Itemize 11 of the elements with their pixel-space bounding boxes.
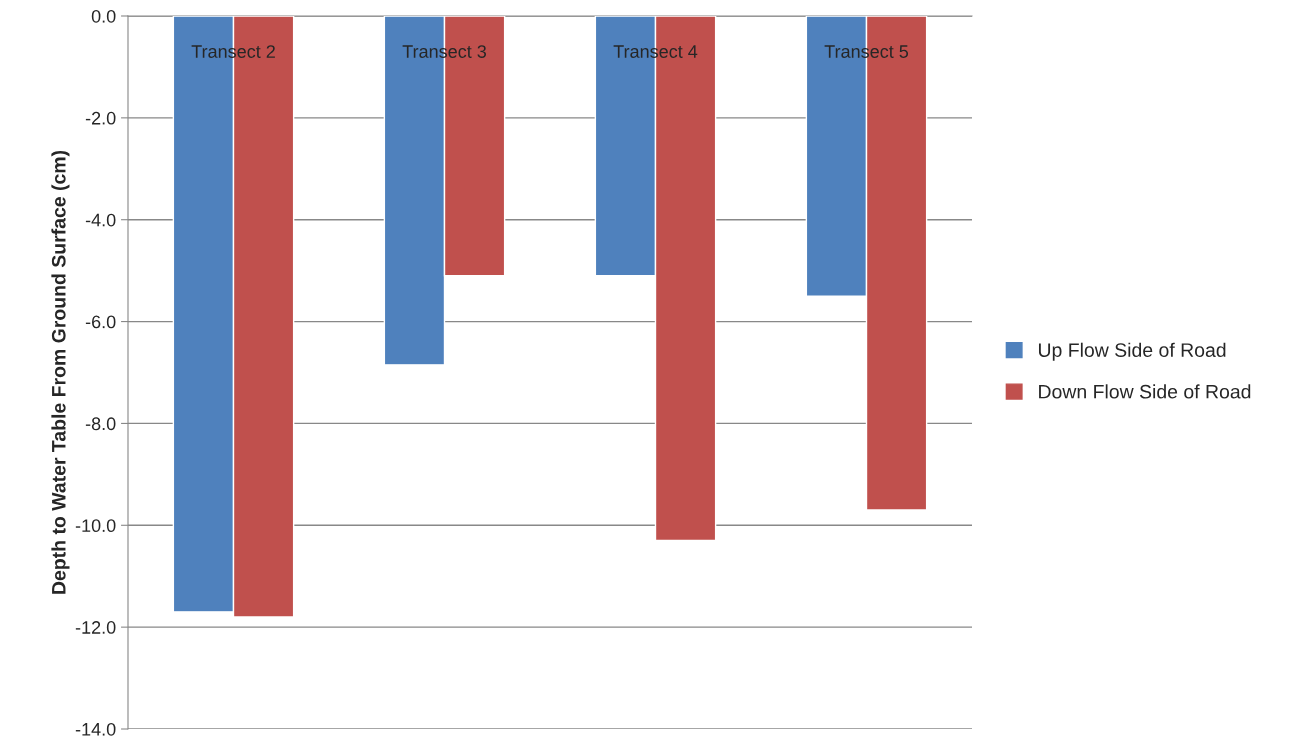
legend-label: Up Flow Side of Road (1038, 342, 1226, 361)
y-axis-title: Depth to Water Table From Ground Surface (cm) (51, 150, 70, 594)
y-tick-label: -4.0 (85, 213, 116, 227)
y-tick-label: -8.0 (85, 417, 116, 431)
y-tick-label: -6.0 (85, 315, 116, 329)
y-tick-label: -10.0 (75, 519, 116, 533)
y-tick-label: -12.0 (75, 621, 116, 634)
y-tick-label: -2.0 (85, 111, 116, 125)
y-tick-label: -14.0 (75, 722, 116, 736)
y-tick-label: 0.0 (91, 9, 116, 23)
legend-label: Down Flow Side of Road (1039, 384, 1251, 399)
